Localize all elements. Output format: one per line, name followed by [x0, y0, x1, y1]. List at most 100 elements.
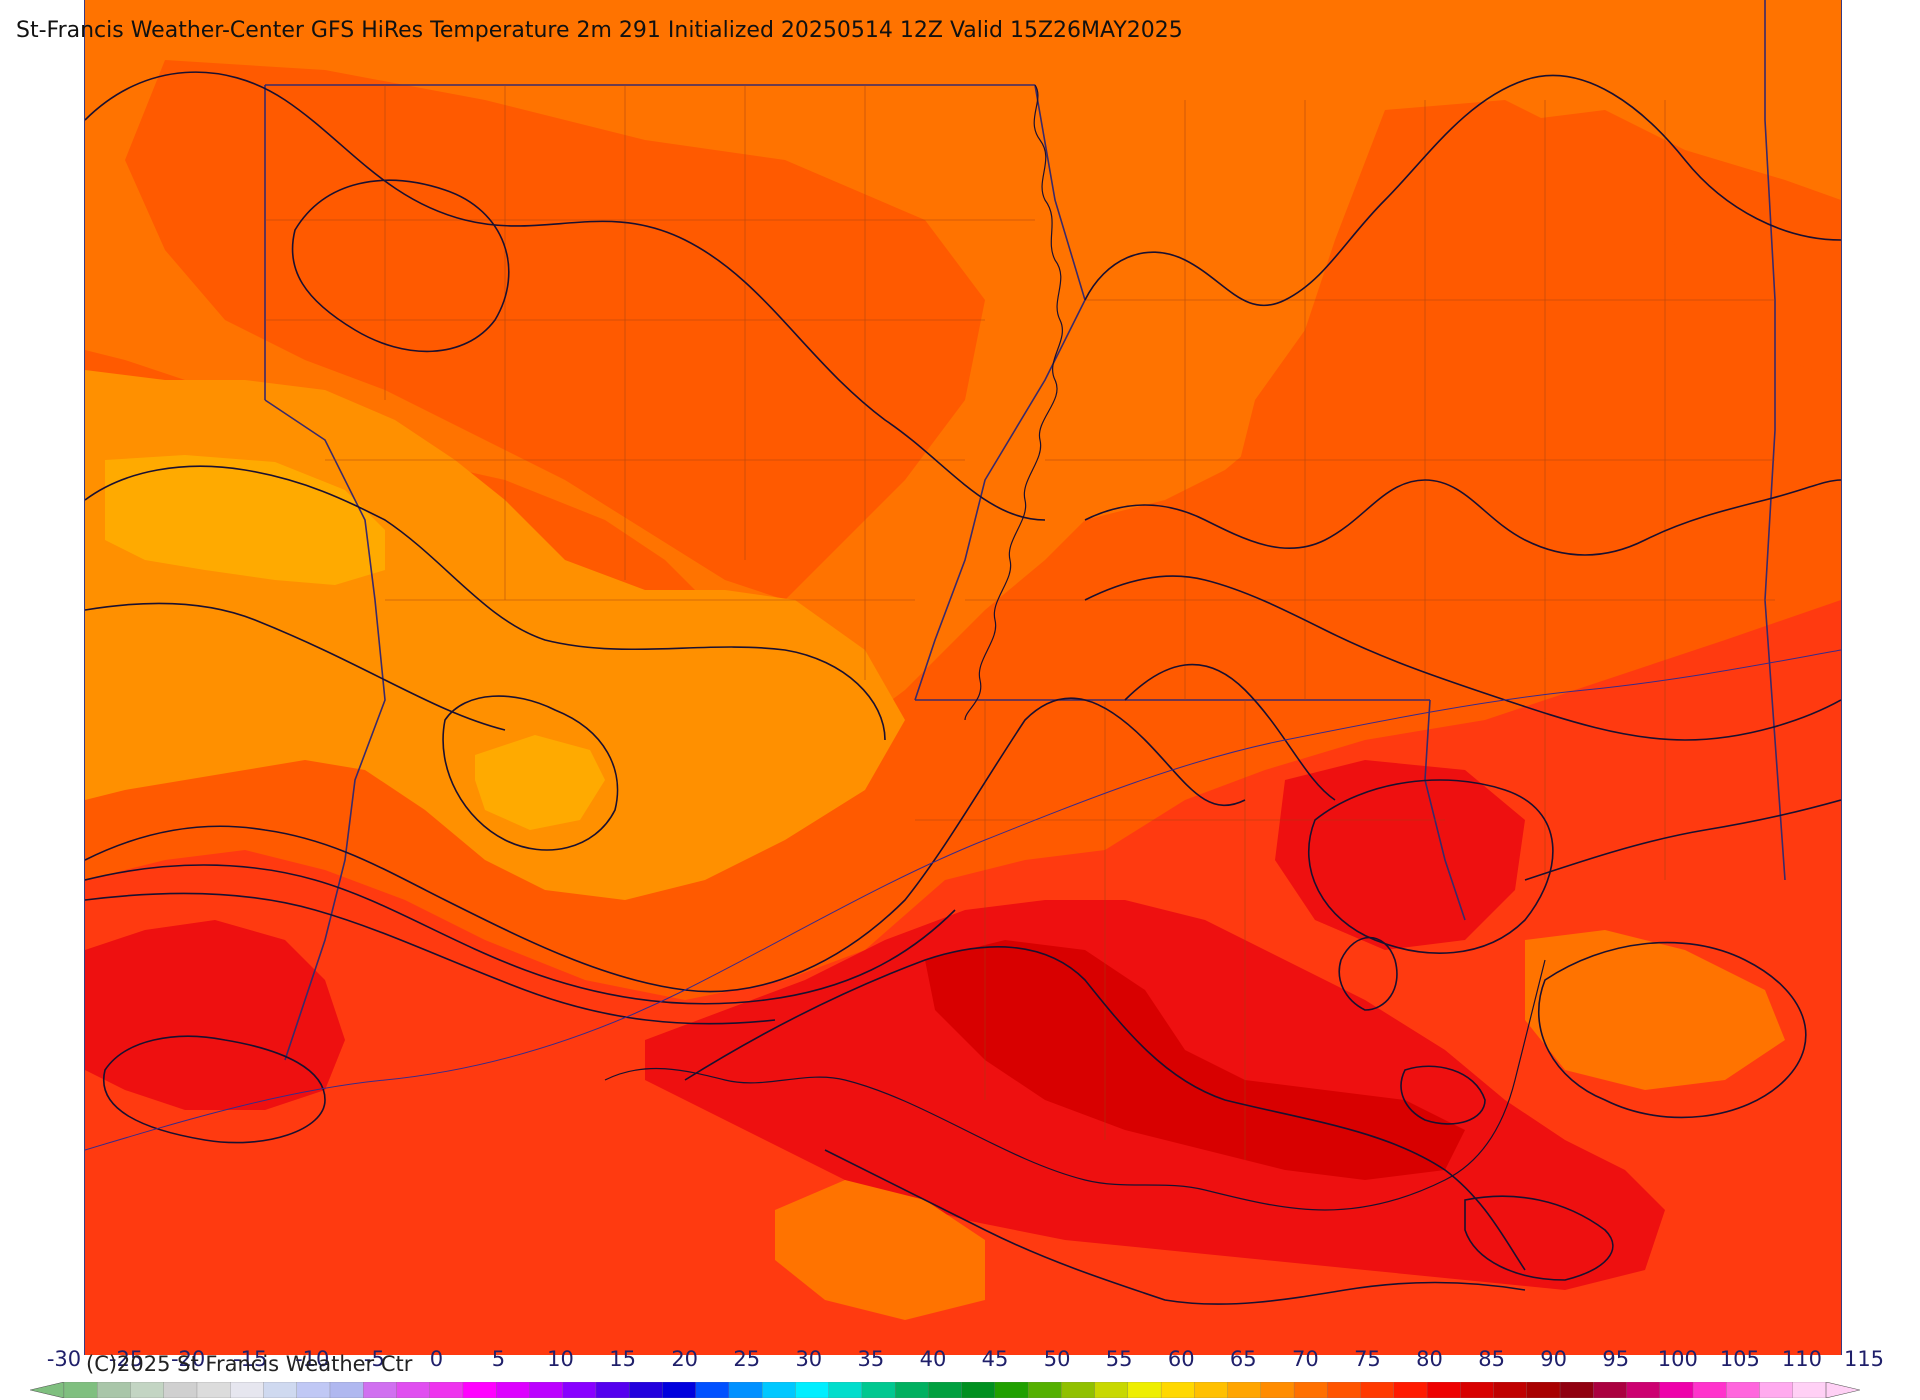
- colorbar-swatch: [1094, 1382, 1129, 1398]
- colorbar-swatch: [63, 1382, 98, 1398]
- colorbar-max-arrow: [1825, 1382, 1860, 1398]
- colorbar-tick-label: 60: [1167, 1347, 1195, 1371]
- colorbar-tick-label: 90: [1540, 1347, 1568, 1371]
- temp-band-east-offshore: [1525, 930, 1785, 1090]
- temp-band-80-85-ne: [1235, 100, 1841, 660]
- colorbar-tick-label: -5: [363, 1347, 385, 1371]
- colorbar-swatch: [961, 1382, 996, 1398]
- state-borders: [264, 0, 1786, 1061]
- colorbar-tick-label: 20: [671, 1347, 699, 1371]
- colorbar-tick-label: -25: [108, 1347, 144, 1371]
- colorbar-swatch: [595, 1382, 630, 1398]
- colorbar-swatch: [296, 1382, 331, 1398]
- isotherm-contours: [85, 71, 1841, 1305]
- colorbar-swatch: [1160, 1382, 1195, 1398]
- temp-band-80-85-nw: [125, 60, 985, 600]
- colorbar-swatch: [1127, 1382, 1162, 1398]
- colorbar-tick-label: -10: [295, 1347, 330, 1371]
- colorbar-tick-label: 50: [1043, 1347, 1071, 1371]
- colorbar-tick-label: 35: [857, 1347, 885, 1371]
- colorbar-tick-label: -20: [170, 1347, 206, 1371]
- colorbar-swatch: [363, 1382, 398, 1398]
- colorbar-tick-label: 115: [1843, 1347, 1885, 1371]
- colorbar-swatch: [396, 1382, 431, 1398]
- colorbar-tick-label: 45: [981, 1347, 1009, 1371]
- colorbar-swatch: [662, 1382, 697, 1398]
- temp-band-65-70-west-a: [105, 455, 385, 585]
- colorbar-tick-label: 110: [1781, 1347, 1822, 1371]
- temperature-map: [84, 0, 1842, 1355]
- colorbar-swatch: [1260, 1382, 1295, 1398]
- colorbar-swatch: [1360, 1382, 1395, 1398]
- mississippi-river: [964, 84, 1063, 721]
- colorbar-swatch: [130, 1382, 165, 1398]
- colorbar-tick-label: 40: [919, 1347, 947, 1371]
- colorbar-swatch: [263, 1382, 298, 1398]
- colorbar-swatch: [1692, 1382, 1727, 1398]
- colorbar-swatch: [1393, 1382, 1428, 1398]
- temp-band-95-100-core: [925, 940, 1465, 1180]
- colorbar-swatch: [828, 1382, 863, 1398]
- temp-band-65-70-west-b: [475, 735, 605, 830]
- colorbar-tick-label: 85: [1478, 1347, 1505, 1371]
- colorbar-swatch: [529, 1382, 564, 1398]
- colorbar-tick-label: 95: [1602, 1347, 1630, 1371]
- colorbar-tick-label: 65: [1229, 1347, 1257, 1371]
- copyright-notice: (C)2025 St Francis Weather Ctr: [86, 1352, 413, 1376]
- colorbar-swatch: [1194, 1382, 1229, 1398]
- colorbar-swatch: [1227, 1382, 1262, 1398]
- colorbar-swatch: [1027, 1382, 1063, 1398]
- colorbar-swatch: [230, 1382, 265, 1398]
- colorbar-swatch: [1061, 1382, 1096, 1398]
- colorbar-swatch: [496, 1382, 531, 1398]
- colorbar-tick-label: 5: [491, 1347, 506, 1371]
- map-title: St-Francis Weather-Center GFS HiRes Temp…: [16, 18, 1183, 43]
- colorbar-swatch: [1792, 1382, 1827, 1398]
- colorbar-swatch: [894, 1382, 930, 1398]
- colorbar-swatch: [1526, 1382, 1561, 1398]
- colorbar-swatch: [1659, 1382, 1694, 1398]
- gulf-coastline: [604, 959, 1546, 1211]
- colorbar-swatch: [1759, 1382, 1794, 1398]
- colorbar-swatch: [1559, 1382, 1594, 1398]
- colorbar-swatch: [163, 1382, 198, 1398]
- colorbar-tick-label: 75: [1354, 1347, 1381, 1371]
- temp-band-90-95-east: [1275, 760, 1525, 950]
- colorbar-tick-label: 0: [429, 1347, 444, 1371]
- colorbar-swatch: [429, 1382, 464, 1398]
- colorbar-labels: -30 -25 -20 -15 -10 -5 0 5 10 15 20 25 30 35 40 45 50 55 6…: [0, 1347, 1920, 1373]
- colorbar-swatch: [928, 1382, 963, 1398]
- colorbar-swatch: [1426, 1382, 1461, 1398]
- temp-band-gulf: [775, 1180, 985, 1320]
- colorbar-tick-label: 80: [1416, 1347, 1443, 1371]
- colorbar-tick-label: -15: [233, 1347, 268, 1371]
- colorbar-swatch: [329, 1382, 364, 1398]
- colorbar-swatch: [97, 1382, 132, 1398]
- colorbar-swatch: [629, 1382, 664, 1398]
- colorbar-swatch: [861, 1382, 896, 1398]
- colorbar-swatch: [795, 1382, 830, 1398]
- colorbar-swatch: [728, 1382, 763, 1398]
- temp-band-90-95-west: [85, 920, 345, 1110]
- colorbar: [30, 1382, 1860, 1398]
- colorbar-tick-label: 105: [1719, 1347, 1760, 1371]
- colorbar-tick-label: 15: [609, 1347, 636, 1371]
- colorbar-tick-label: 70: [1292, 1347, 1319, 1371]
- colorbar-swatch: [695, 1382, 730, 1398]
- colorbar-tick-label: 55: [1105, 1347, 1133, 1371]
- colorbar-swatch: [762, 1382, 797, 1398]
- colorbar-tick-label: 100: [1657, 1347, 1698, 1371]
- colorbar-min-arrow: [30, 1382, 65, 1398]
- county-lines: [265, 85, 1775, 1160]
- colorbar-swatch: [562, 1382, 597, 1398]
- colorbar-tick-label: 30: [795, 1347, 823, 1371]
- colorbar-swatch: [1460, 1382, 1495, 1398]
- colorbar-swatch: [196, 1382, 231, 1398]
- international-boundary: [85, 649, 1841, 1151]
- colorbar-swatch: [1626, 1382, 1661, 1398]
- colorbar-tick-label: 10: [547, 1347, 574, 1371]
- colorbar-tick-label: 25: [733, 1347, 761, 1371]
- colorbar-swatch: [1327, 1382, 1362, 1398]
- colorbar-tick-label: -30: [46, 1347, 82, 1371]
- colorbar-swatch: [462, 1382, 497, 1398]
